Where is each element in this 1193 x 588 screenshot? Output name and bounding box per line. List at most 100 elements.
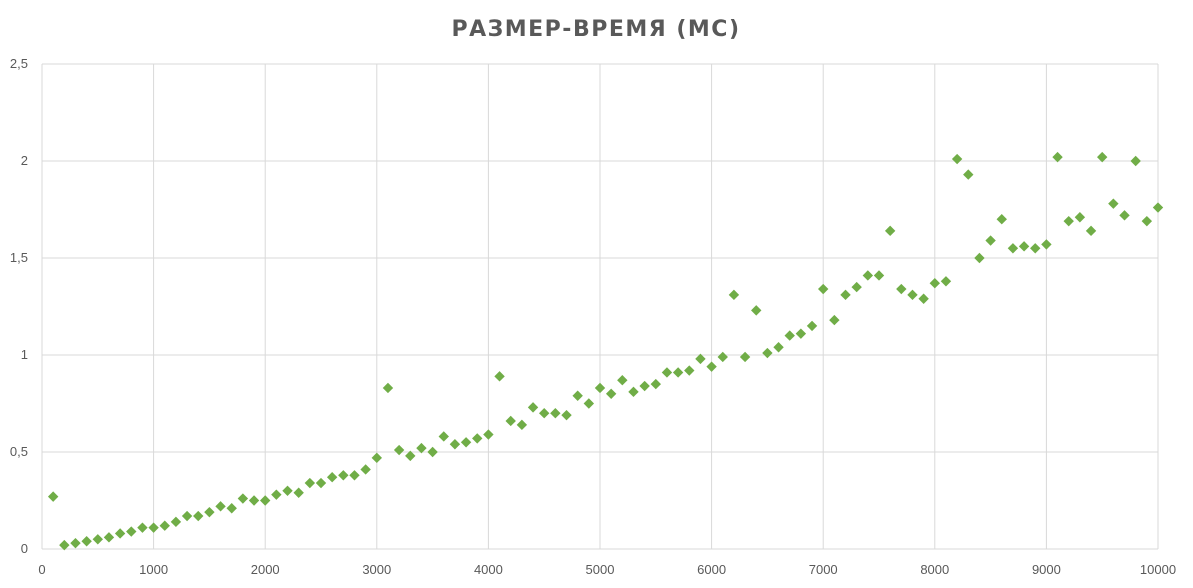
data-point bbox=[237, 493, 249, 504]
data-point bbox=[527, 402, 539, 413]
grid-lines bbox=[41, 63, 1159, 550]
y-tick-label: 2 bbox=[21, 153, 28, 168]
data-point bbox=[1152, 202, 1164, 213]
data-point bbox=[829, 314, 840, 326]
y-tick-label: 0,5 bbox=[10, 444, 28, 459]
data-point bbox=[371, 452, 382, 464]
data-point bbox=[684, 365, 695, 376]
data-point bbox=[661, 367, 673, 378]
data-point bbox=[795, 328, 807, 339]
data-point bbox=[918, 293, 929, 304]
data-point bbox=[1063, 215, 1074, 227]
data-point bbox=[550, 408, 561, 419]
x-tick-label: 10000 bbox=[1140, 562, 1176, 577]
data-point bbox=[851, 281, 862, 293]
data-point bbox=[1030, 243, 1041, 254]
data-point bbox=[360, 464, 371, 475]
data-point bbox=[449, 439, 461, 450]
chart-title: РАЗМЕР-ВРЕМЯ (МС) bbox=[451, 17, 740, 42]
data-point bbox=[1018, 241, 1030, 252]
x-tick-label: 4000 bbox=[474, 562, 503, 577]
x-axis-tick-labels: 0 1000 2000 3000 4000 5000 6000 7000 8000 9000 100… bbox=[38, 562, 1176, 577]
data-point bbox=[773, 342, 784, 353]
data-point bbox=[572, 390, 583, 401]
data-point bbox=[907, 289, 918, 301]
data-point bbox=[181, 510, 193, 522]
data-point bbox=[416, 442, 427, 454]
data-points bbox=[47, 151, 1164, 551]
data-point bbox=[1141, 215, 1153, 227]
data-point bbox=[494, 371, 505, 382]
data-point bbox=[382, 382, 394, 394]
data-point bbox=[70, 537, 81, 549]
x-tick-label: 2000 bbox=[251, 562, 280, 577]
data-point bbox=[315, 477, 327, 489]
data-point bbox=[1130, 155, 1141, 167]
x-tick-label: 8000 bbox=[920, 562, 949, 577]
x-tick-label: 0 bbox=[38, 562, 45, 577]
data-point bbox=[751, 305, 762, 316]
data-point bbox=[81, 536, 92, 547]
data-point bbox=[92, 534, 103, 545]
y-tick-label: 0 bbox=[21, 541, 28, 556]
data-point bbox=[605, 388, 617, 399]
data-point bbox=[951, 153, 963, 165]
data-point bbox=[695, 353, 706, 365]
x-tick-label: 5000 bbox=[586, 562, 615, 577]
y-tick-label: 1 bbox=[21, 347, 28, 362]
data-point bbox=[114, 528, 126, 539]
data-point bbox=[862, 270, 874, 281]
data-point bbox=[326, 472, 338, 483]
data-point bbox=[393, 444, 405, 456]
x-tick-label: 1000 bbox=[139, 562, 168, 577]
data-point bbox=[304, 477, 316, 489]
x-tick-label: 6000 bbox=[697, 562, 726, 577]
data-point bbox=[840, 289, 851, 301]
data-point bbox=[338, 470, 349, 481]
data-point bbox=[1108, 198, 1119, 209]
data-point bbox=[137, 522, 148, 533]
data-point bbox=[1085, 225, 1097, 237]
data-point bbox=[1052, 151, 1063, 163]
data-point bbox=[996, 214, 1007, 225]
data-point bbox=[159, 520, 170, 531]
data-point bbox=[47, 491, 59, 502]
data-point bbox=[762, 347, 773, 359]
data-point bbox=[148, 522, 159, 533]
data-point bbox=[59, 539, 70, 551]
data-point bbox=[215, 501, 226, 512]
data-point bbox=[1041, 239, 1052, 250]
data-point bbox=[818, 283, 829, 295]
data-point bbox=[896, 283, 907, 295]
data-point bbox=[293, 487, 304, 498]
data-point bbox=[204, 506, 215, 518]
x-tick-label: 3000 bbox=[362, 562, 391, 577]
data-point bbox=[873, 270, 885, 281]
data-point bbox=[929, 278, 940, 289]
data-point bbox=[226, 503, 237, 514]
data-point bbox=[1007, 243, 1019, 254]
data-point bbox=[472, 433, 483, 444]
data-point bbox=[672, 367, 684, 378]
data-point bbox=[516, 419, 528, 431]
data-point bbox=[806, 320, 818, 332]
data-point bbox=[438, 431, 449, 442]
data-point bbox=[650, 378, 661, 390]
y-tick-label: 2,5 bbox=[10, 56, 28, 71]
data-point bbox=[706, 361, 717, 372]
data-point bbox=[248, 495, 260, 506]
data-point bbox=[639, 380, 650, 392]
data-point bbox=[349, 470, 360, 481]
data-point bbox=[561, 409, 572, 421]
data-point bbox=[427, 446, 438, 458]
data-point bbox=[617, 375, 628, 386]
data-point bbox=[460, 437, 472, 448]
data-point bbox=[985, 235, 996, 246]
data-point bbox=[884, 225, 896, 237]
data-point bbox=[505, 415, 516, 427]
data-point bbox=[103, 532, 115, 543]
data-point bbox=[739, 351, 751, 363]
y-axis-tick-labels: 0 0,5 1 1,5 2 2,5 bbox=[10, 56, 28, 556]
data-point bbox=[974, 252, 985, 264]
